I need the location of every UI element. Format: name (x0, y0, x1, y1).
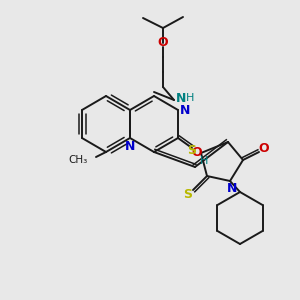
Text: O: O (259, 142, 269, 154)
Text: O: O (158, 37, 168, 50)
Text: H: H (200, 156, 208, 166)
Text: N: N (176, 92, 186, 104)
Text: CH₃: CH₃ (69, 155, 88, 165)
Text: N: N (227, 182, 237, 196)
Text: N: N (125, 140, 135, 152)
Text: S: S (184, 188, 193, 202)
Text: N: N (180, 103, 190, 116)
Text: O: O (192, 146, 202, 160)
Text: S: S (188, 145, 196, 158)
Text: H: H (186, 93, 194, 103)
